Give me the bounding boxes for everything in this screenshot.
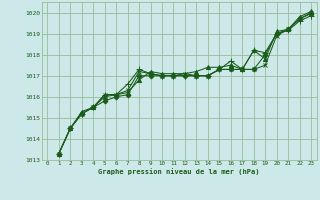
- X-axis label: Graphe pression niveau de la mer (hPa): Graphe pression niveau de la mer (hPa): [99, 168, 260, 175]
